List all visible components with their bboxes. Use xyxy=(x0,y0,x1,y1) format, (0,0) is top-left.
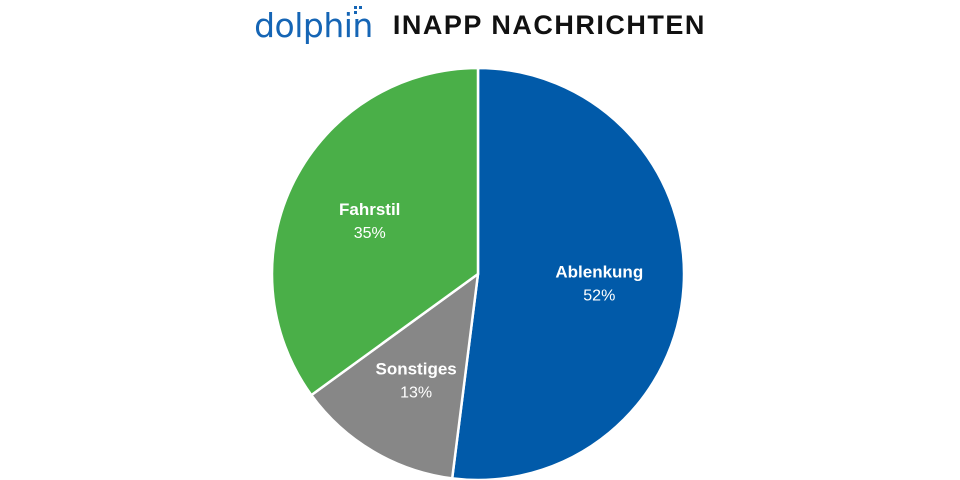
pie-slices xyxy=(270,66,686,480)
pie-chart: Ablenkung 52% Sonstiges 13% Fahrstil 35% xyxy=(270,66,686,480)
slice-label-ablenkung: Ablenkung xyxy=(555,263,643,282)
dolphin-logo: dolphin xyxy=(254,5,373,45)
slice-value-fahrstil: 35% xyxy=(354,225,386,242)
logo-dots-icon xyxy=(353,5,362,14)
slice-value-sonstiges: 13% xyxy=(400,385,432,402)
pie-labels: Ablenkung 52% Sonstiges 13% Fahrstil 35% xyxy=(339,200,643,402)
slice-label-sonstiges: Sonstiges xyxy=(376,360,457,379)
chart-title: INAPP NACHRICHTEN xyxy=(392,9,706,40)
logo-wordmark: dolphin xyxy=(254,5,373,45)
pie-slice-fahrstil xyxy=(270,66,480,397)
slice-label-fahrstil: Fahrstil xyxy=(339,200,400,219)
chart-header: dolphin INAPP NACHRICHTEN xyxy=(0,0,960,56)
slice-value-ablenkung: 52% xyxy=(583,288,615,305)
pie-slice-ablenkung xyxy=(450,66,686,480)
pie-slice-sonstiges xyxy=(310,272,480,480)
